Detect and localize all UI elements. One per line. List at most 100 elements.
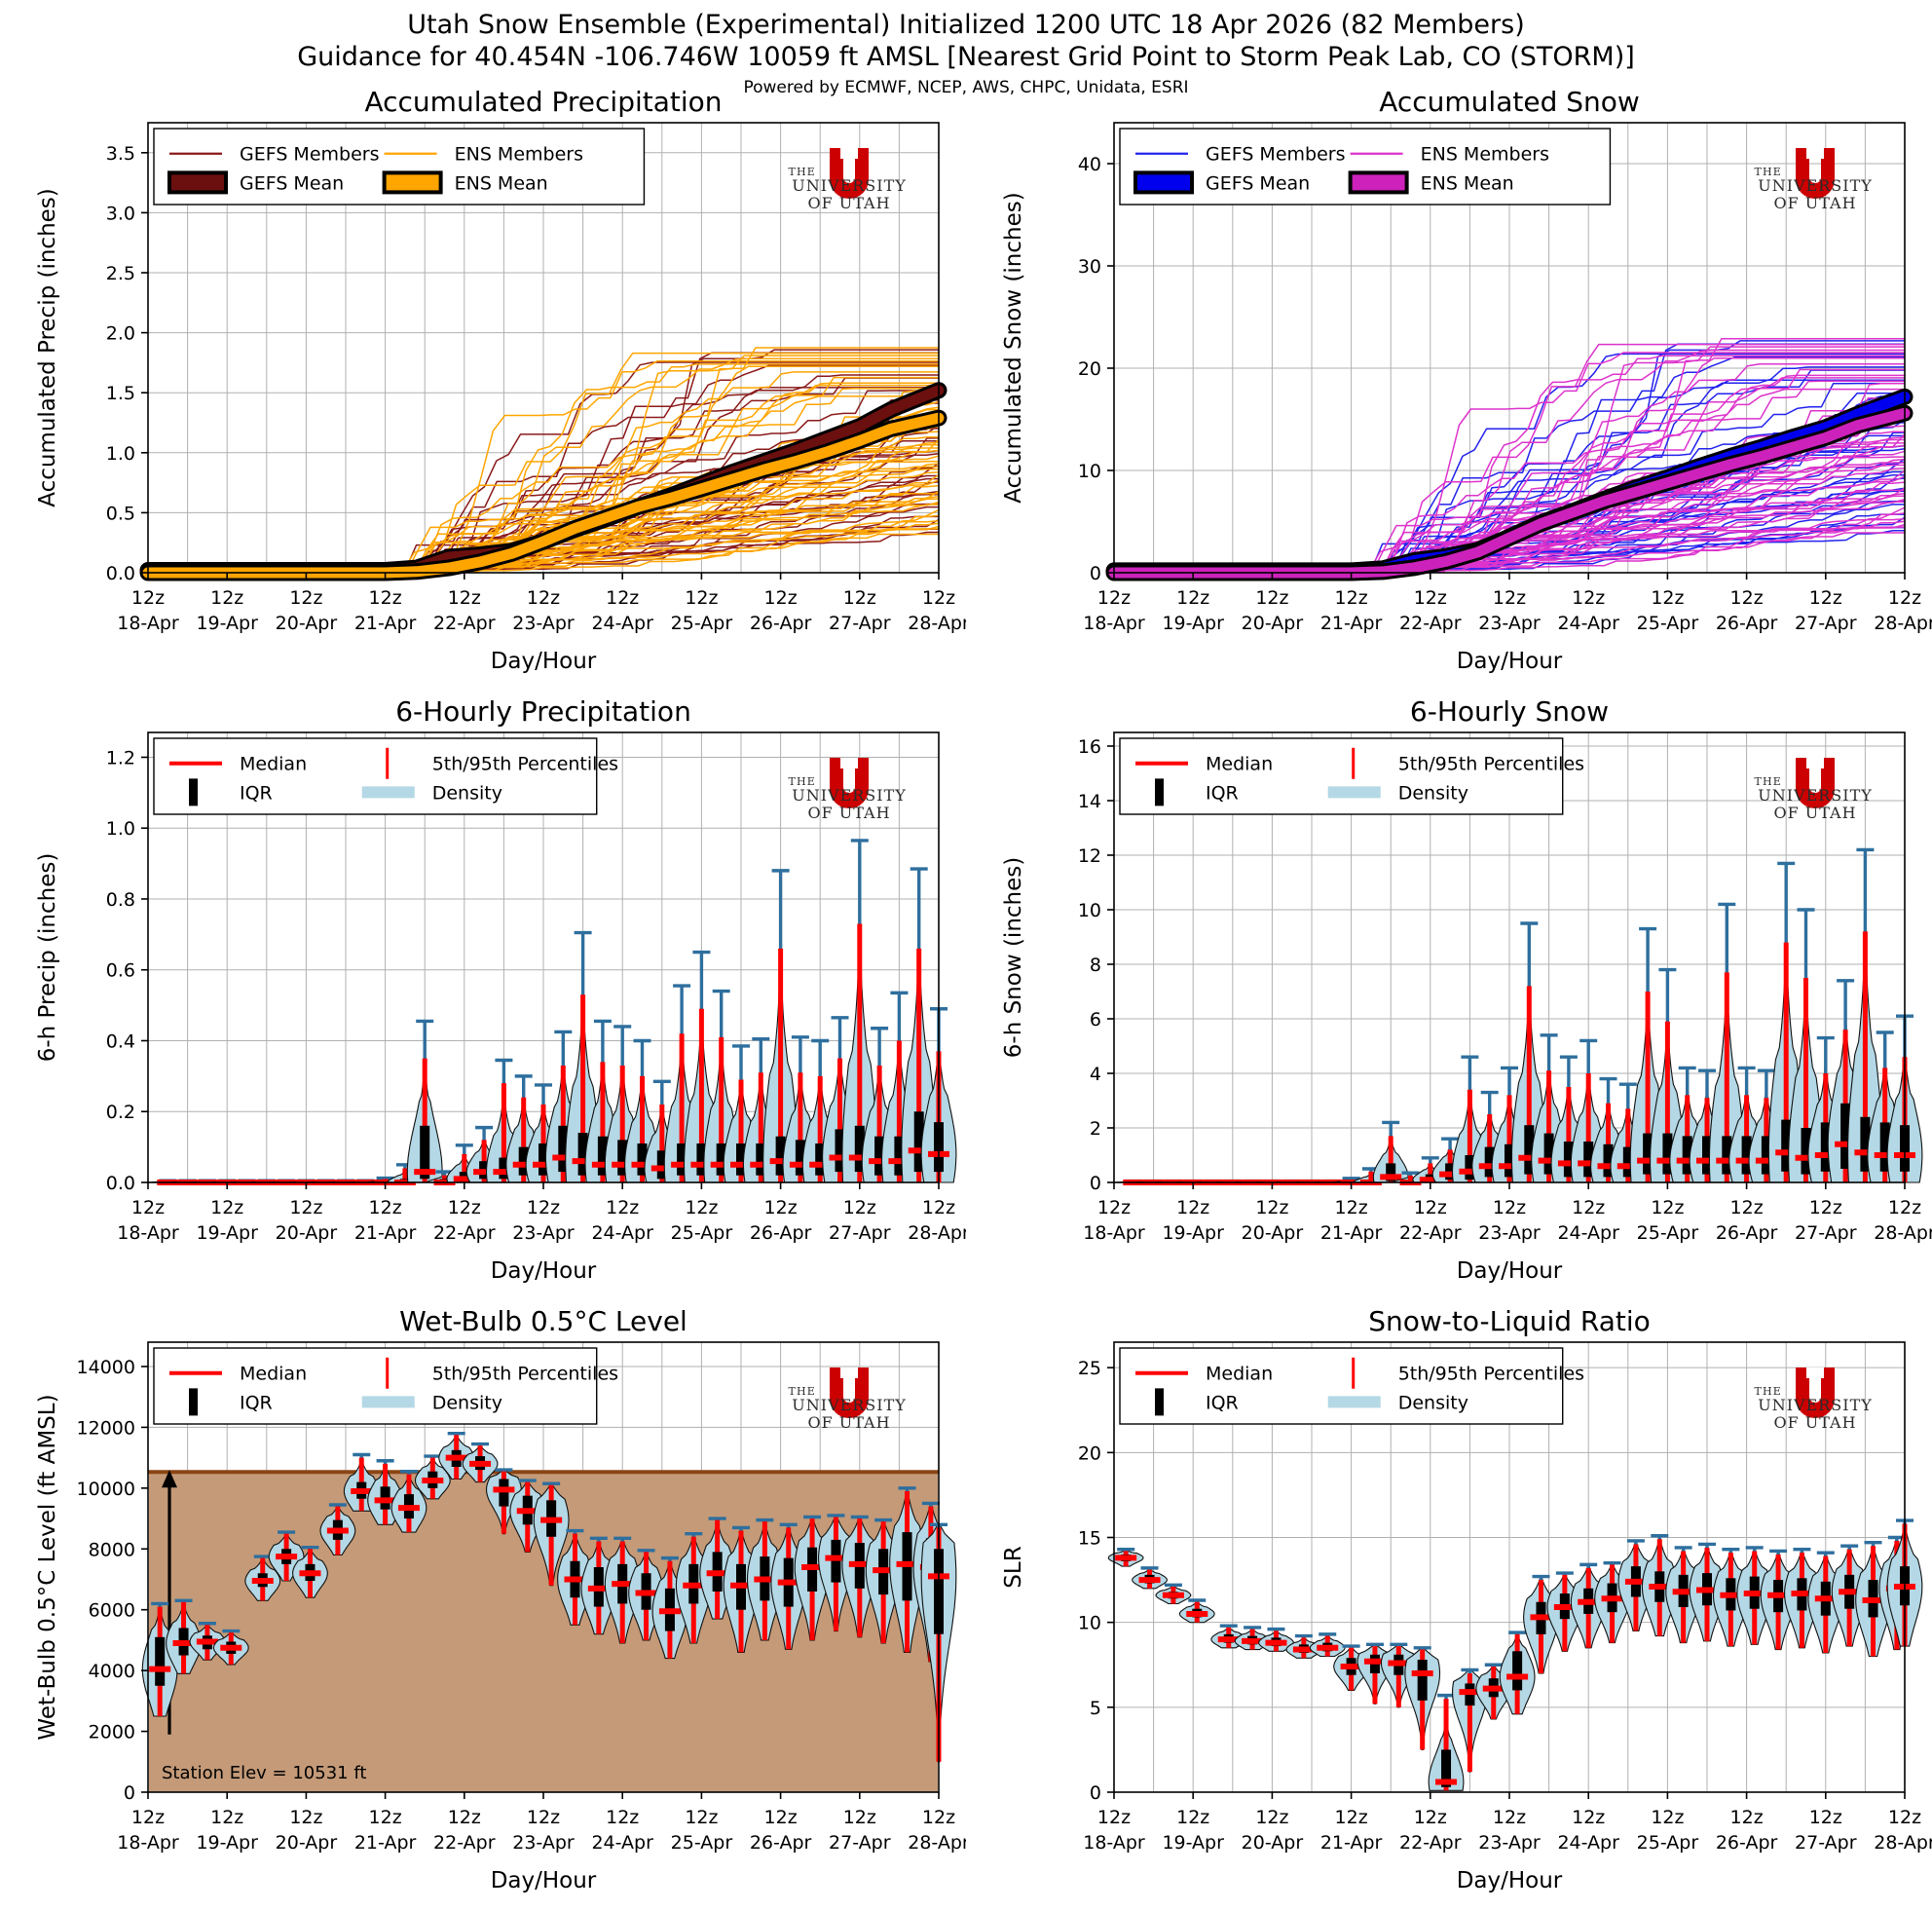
ensemble-member-line: [147, 514, 940, 574]
violin: [462, 1442, 499, 1483]
xtick-hour: 12z: [210, 1807, 243, 1828]
iqr-box: [597, 1136, 608, 1176]
legend-entry: Density: [1327, 1392, 1468, 1413]
xtick-hour: 12z: [1730, 1197, 1764, 1218]
xtick-hour: 12z: [1414, 587, 1447, 609]
iqr-box: [1603, 1143, 1614, 1178]
violin: [319, 1503, 356, 1556]
chart-wetbulb: Station Elev = 10531 ft 0 2000 4000 6000 8000…: [35, 1305, 966, 1893]
violin-group: [1116, 847, 1923, 1185]
iqr-box: [775, 1136, 786, 1176]
xtick-hour: 12z: [527, 587, 560, 609]
legend-entry: Density: [361, 782, 502, 804]
station-elev-annotation: Station Elev = 10531 ft: [162, 1763, 366, 1783]
xtick-hour: 12z: [1414, 1807, 1447, 1828]
x-axis-label: Day/Hour: [1457, 1868, 1563, 1893]
legend-entry: 5th/95th Percentiles: [386, 1357, 618, 1389]
xtick-hour: 12z: [1730, 1807, 1764, 1828]
xtick-hour: 12z: [685, 1197, 718, 1218]
xtick-date: 23-Apr: [1478, 613, 1541, 634]
xtick-hour: 12z: [1888, 587, 1921, 609]
y-axis-label: Accumulated Precip (inches): [35, 188, 60, 507]
ensemble-member-line: [1114, 355, 1905, 574]
xtick-hour: 12z: [1335, 587, 1368, 609]
xtick-date: 28-Apr: [1874, 613, 1932, 634]
legend: GEFS Members ENS Members GEFS Mean ENS Mean: [1119, 128, 1612, 206]
iqr-box: [1622, 1146, 1633, 1178]
ytick-label: 6: [1090, 1009, 1101, 1030]
xtick-hour: 12z: [1255, 1807, 1288, 1828]
xtick-hour: 12z: [764, 587, 798, 609]
xtick-date: 22-Apr: [433, 1222, 496, 1244]
legend-entry: IQR: [1155, 1388, 1239, 1416]
xtick-date: 24-Apr: [591, 1222, 653, 1244]
xtick-hour: 12z: [1493, 587, 1526, 609]
iqr-box: [499, 1157, 509, 1180]
violin: [244, 1555, 281, 1601]
legend-entry: ENS Members: [384, 144, 583, 166]
panel-wetbulb-level: Station Elev = 10531 ft 0 2000 4000 6000 8000…: [0, 1301, 966, 1911]
legend-label: ENS Members: [1421, 144, 1549, 166]
legend-entry: 5th/95th Percentiles: [386, 747, 618, 779]
iqr-box: [1524, 1125, 1535, 1175]
xtick-hour: 12z: [448, 1197, 481, 1218]
violin: [1499, 1630, 1536, 1715]
legend-entry: GEFS Members: [1135, 144, 1345, 166]
xtick-hour: 12z: [922, 587, 955, 609]
ytick-label: 0.0: [106, 563, 135, 584]
xtick-hour: 12z: [606, 1807, 639, 1828]
logo-u-notch: [1806, 148, 1824, 159]
iqr-box: [1682, 1136, 1692, 1175]
iqr-box: [1761, 1136, 1771, 1175]
panel-snow-to-liquid-ratio: 0 5 10 15 20 25 12z 18-Apr 12z 19-Apr 12z 20-Apr 12z…: [966, 1301, 1932, 1911]
iqr-box: [1441, 1749, 1452, 1787]
xtick-date: 20-Apr: [276, 1832, 338, 1854]
xtick-hour: 12z: [289, 587, 322, 609]
iqr-box: [831, 1539, 841, 1583]
xtick-date: 19-Apr: [196, 1222, 258, 1244]
xtick-hour: 12z: [606, 1197, 639, 1218]
ensemble-member-line: [1114, 352, 1905, 574]
xtick-date: 26-Apr: [750, 1222, 812, 1244]
ytick-label: 8: [1090, 955, 1101, 976]
figure-title-line1: Utah Snow Ensemble (Experimental) Initia…: [407, 10, 1525, 40]
xtick-date: 28-Apr: [1874, 1222, 1932, 1244]
xtick-hour: 12z: [606, 587, 639, 609]
iqr-box: [1465, 1155, 1475, 1180]
ytick-label: 3.5: [106, 143, 135, 165]
xtick-date: 18-Apr: [117, 1222, 179, 1244]
panel-title: Wet-Bulb 0.5°C Level: [399, 1305, 687, 1337]
panel-title: Accumulated Snow: [1379, 86, 1640, 118]
legend-entry: ENS Members: [1350, 144, 1549, 166]
xtick-hour: 12z: [1493, 1197, 1526, 1218]
xtick-date: 18-Apr: [117, 1832, 179, 1854]
xtick-hour: 12z: [843, 1807, 876, 1828]
iqr-box: [1702, 1136, 1712, 1175]
xtick-hour: 12z: [1176, 587, 1209, 609]
chart-accum-snow: 0 10 20 30 40 12z 18-Apr 12z 19-Apr 12z 20-Apr 12z 2…: [1001, 86, 1932, 674]
violin: [1155, 1583, 1192, 1605]
legend-entry: GEFS Mean: [1133, 170, 1310, 194]
xtick-hour: 12z: [131, 1197, 165, 1218]
ensemble-member-line: [1114, 356, 1905, 574]
ytick-label: 16: [1078, 736, 1101, 758]
xtick-hour: 12z: [131, 1807, 165, 1828]
ytick-label: 15: [1078, 1527, 1101, 1549]
violin: [406, 1019, 443, 1183]
xtick-hour: 12z: [922, 1197, 955, 1218]
ytick-label: 6000: [89, 1600, 135, 1622]
violin: [390, 1469, 427, 1533]
logo-line-of-utah: OF UTAH: [1773, 1413, 1856, 1432]
xtick-date: 27-Apr: [1795, 1832, 1857, 1854]
ensemble-member-line: [1114, 357, 1905, 574]
legend-entry: Median: [1135, 754, 1273, 775]
ytick-label: 0: [1090, 563, 1101, 584]
violin: [1309, 1632, 1346, 1658]
ensemble-member-line: [148, 359, 939, 574]
logo-line-university: UNIVERSITY: [792, 786, 907, 805]
ensemble-member-line: [147, 447, 939, 574]
legend-swatch-bar: [382, 170, 443, 195]
panel-title: Accumulated Precipitation: [364, 86, 722, 118]
